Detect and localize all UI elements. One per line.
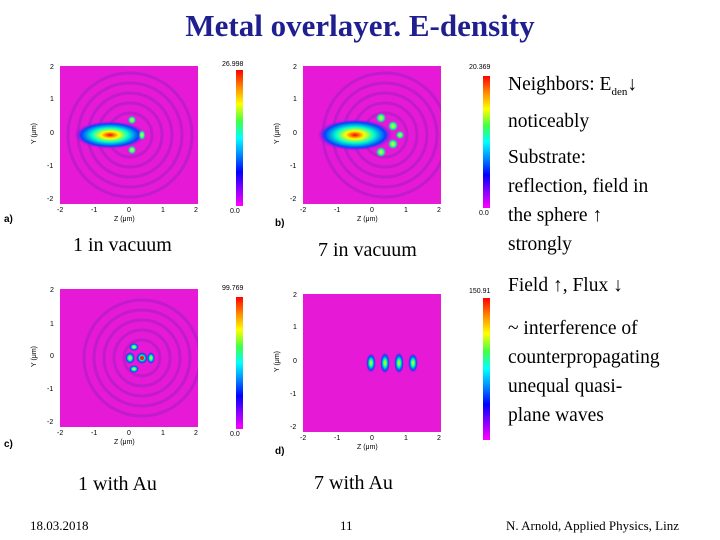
colorbar [236,297,243,429]
panel-caption: 1 in vacuum [73,234,172,256]
x-tick: -1 [334,207,341,214]
x-tick: 2 [437,207,441,214]
x-tick: -2 [300,207,307,214]
note-line: reflection, field in [508,176,649,197]
note-substrate: Substrate: reflection, field in the sphe… [508,143,713,259]
y-tick: 1 [50,96,54,103]
y-tick: 0 [293,130,297,137]
y-axis-label: Y (μm) [31,122,39,145]
panel-caption: 1 with Au [78,473,157,495]
down-arrow-icon: ↓ [627,74,638,95]
colorbar-max: 20.369 [469,64,491,71]
density-map-a [60,66,198,204]
x-tick: -2 [300,435,307,442]
x-tick: 1 [161,430,165,437]
x-tick: 2 [194,207,198,214]
y-tick: -2 [47,419,54,426]
colorbar [483,76,490,208]
note-line: counterpropagating [508,347,660,368]
colorbar-min: 0.0 [479,210,489,217]
panel-caption: 7 with Au [314,472,393,494]
y-tick: -1 [47,386,54,393]
density-plot-a [60,66,198,204]
y-axis-label: Y (μm) [274,350,282,373]
y-tick: 2 [50,64,54,71]
y-tick: 0 [50,353,54,360]
note-line: Substrate: [508,147,586,168]
panel-letter: d) [275,446,285,457]
panel-b: 2 1 0 -1 -2 Y (μm) -2 -1 0 1 2 Z (μm) b)… [253,60,503,230]
x-tick: -2 [57,207,64,214]
x-tick: 1 [161,207,165,214]
footer-date: 18.03.2018 [30,518,89,533]
y-tick: 2 [50,287,54,294]
note-line: plane waves [508,405,604,426]
x-tick: 0 [370,435,374,442]
x-axis-label: Z (μm) [357,444,378,451]
note-neighbors-text: Neighbors: E [508,74,612,95]
note-neighbors-line2: noticeably [508,110,590,132]
panel-letter: b) [275,218,285,229]
note-interference: ~ interference of counterpropagating une… [508,314,713,430]
density-map-b [303,66,441,204]
colorbar [483,298,490,440]
panel-a: 2 1 0 -1 -2 Y (μm) -2 -1 0 1 2 Z (μm) a)… [4,60,260,230]
colorbar-min: 0.0 [230,431,240,438]
x-tick: 0 [127,430,131,437]
colorbar-max: 150.91 [469,288,491,295]
note-neighbors: Neighbors: Eden↓ noticeably [508,70,713,136]
y-tick: -2 [290,424,297,431]
y-tick: 1 [293,324,297,331]
colorbar-min: 0.0 [230,208,240,215]
footer-author: N. Arnold, Applied Physics, Linz [506,518,679,533]
y-axis-label: Y (μm) [274,122,282,145]
x-axis-label: Z (μm) [114,439,135,446]
note-line: the sphere ↑ [508,205,603,226]
y-tick: 0 [50,130,54,137]
x-tick: -1 [334,435,341,442]
panel-letter: c) [4,439,13,450]
y-axis-label: Y (μm) [31,345,39,368]
x-tick: -2 [57,430,64,437]
y-tick: 1 [293,96,297,103]
note-neighbors-subscript: den [611,85,628,98]
x-tick: 0 [127,207,131,214]
panel-letter: a) [4,214,13,225]
x-tick: 2 [194,430,198,437]
density-plot-b [303,66,441,204]
slide-title: Metal overlayer. E-density [185,8,535,43]
colorbar-max: 99.769 [222,285,244,292]
note-line: ~ interference of [508,318,638,339]
y-tick: -2 [290,196,297,203]
x-tick: 0 [370,207,374,214]
colorbar-max: 26.998 [222,61,244,68]
y-tick: 2 [293,292,297,299]
colorbar [236,70,243,206]
x-tick: 1 [404,435,408,442]
y-tick: -1 [47,163,54,170]
density-plot-d [303,294,441,432]
footer-page-number: 11 [340,518,353,533]
y-tick: -1 [290,163,297,170]
note-field-flux: Field ↑, Flux ↓ [508,275,623,296]
x-tick: 2 [437,435,441,442]
panel-caption: 7 in vacuum [318,239,417,261]
note-line: strongly [508,234,572,255]
y-tick: 2 [293,64,297,71]
panel-c: 2 1 0 -1 -2 Y (μm) -2 -1 0 1 2 Z (μm) c)… [4,285,260,455]
density-map-c [60,289,198,427]
y-tick: 0 [293,358,297,365]
y-tick: -1 [290,391,297,398]
x-tick: -1 [91,430,98,437]
density-plot-c [60,289,198,427]
x-tick: -1 [91,207,98,214]
note-line: unequal quasi- [508,376,623,397]
y-tick: 1 [50,321,54,328]
x-axis-label: Z (μm) [357,216,378,223]
y-tick: -2 [47,196,54,203]
x-tick: 1 [404,207,408,214]
x-axis-label: Z (μm) [114,216,135,223]
panel-d: 2 1 0 -1 -2 Y (μm) -2 -1 0 1 2 Z (μm) d)… [253,288,503,458]
density-map-d [303,294,441,432]
